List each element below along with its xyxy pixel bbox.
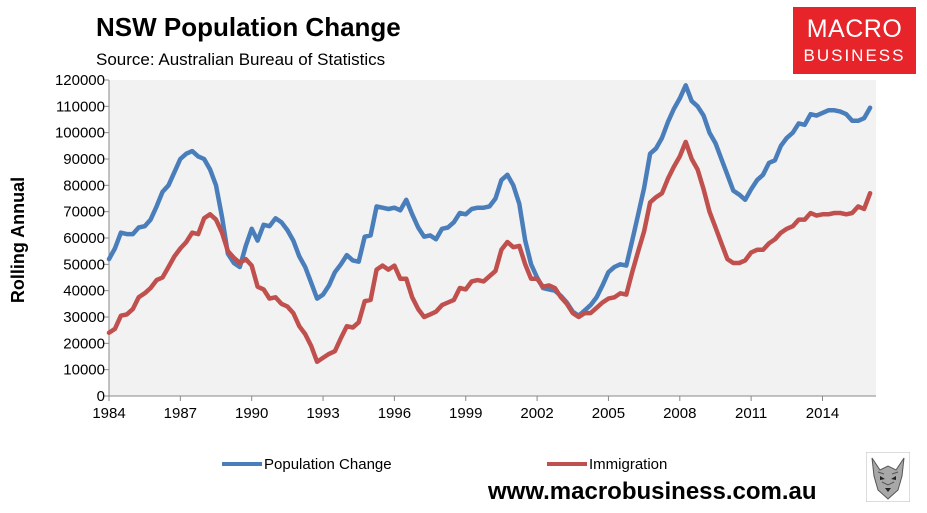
plot-area: [109, 80, 876, 396]
x-tick-label: 2005: [592, 405, 625, 422]
y-tick-label: 120000: [55, 72, 105, 89]
logo-line-2: BUSINESS: [803, 46, 906, 65]
y-tick-label: 50000: [63, 256, 105, 273]
macrobusiness-logo: MACRO BUSINESS: [793, 7, 916, 74]
y-tick-label: 90000: [63, 151, 105, 168]
x-tick-label: 2011: [735, 405, 767, 422]
legend-label-immigration: Immigration: [589, 455, 668, 473]
series-layer: [106, 83, 873, 365]
series-line-immigration: [106, 139, 873, 365]
x-tick-label: 1987: [164, 405, 197, 422]
logo-line-1: MACRO: [806, 15, 903, 43]
y-axis: 0 10000 20000 30000 40000 50000 60000 70000 8000…: [55, 72, 110, 405]
y-tick-label: 30000: [63, 309, 105, 326]
series-line-population-change: [106, 83, 873, 318]
x-tick-label: 2014: [806, 405, 839, 422]
legend-swatch-population-change: [222, 462, 262, 466]
x-tick-label: 1999: [449, 405, 482, 422]
x-tick-label: 1996: [378, 405, 411, 422]
y-tick-label: 0: [97, 388, 105, 405]
x-tick-label: 1993: [306, 405, 339, 422]
x-tick-label: 1984: [92, 405, 125, 422]
legend-item-population-change: Population Change: [222, 455, 392, 473]
chart-subtitle: Source: Australian Bureau of Statistics: [96, 50, 386, 69]
y-tick-label: 20000: [63, 335, 105, 352]
x-tick-label: 2008: [663, 405, 696, 422]
y-axis-label: Rolling Annual: [8, 177, 28, 303]
x-tick-label: 2002: [520, 405, 553, 422]
legend-label-population-change: Population Change: [264, 455, 392, 473]
y-tick-label: 70000: [63, 204, 105, 221]
y-tick-label: 110000: [56, 98, 105, 115]
x-axis: 1984 1987 1990 1993 1996 1999 2002 2005 2008 2011…: [92, 395, 876, 422]
chart-title: NSW Population Change: [96, 12, 401, 42]
legend-swatch-immigration: [547, 462, 587, 466]
y-tick-label: 40000: [63, 283, 105, 300]
y-tick-label: 10000: [63, 362, 105, 379]
y-tick-label: 100000: [55, 125, 105, 142]
y-tick-label: 80000: [63, 177, 105, 194]
y-tick-label: 60000: [63, 230, 105, 247]
website-url: www.macrobusiness.com.au: [488, 478, 817, 505]
x-tick-label: 1990: [235, 405, 268, 422]
wolf-head-icon: [866, 452, 910, 502]
legend-item-immigration: Immigration: [547, 455, 667, 473]
